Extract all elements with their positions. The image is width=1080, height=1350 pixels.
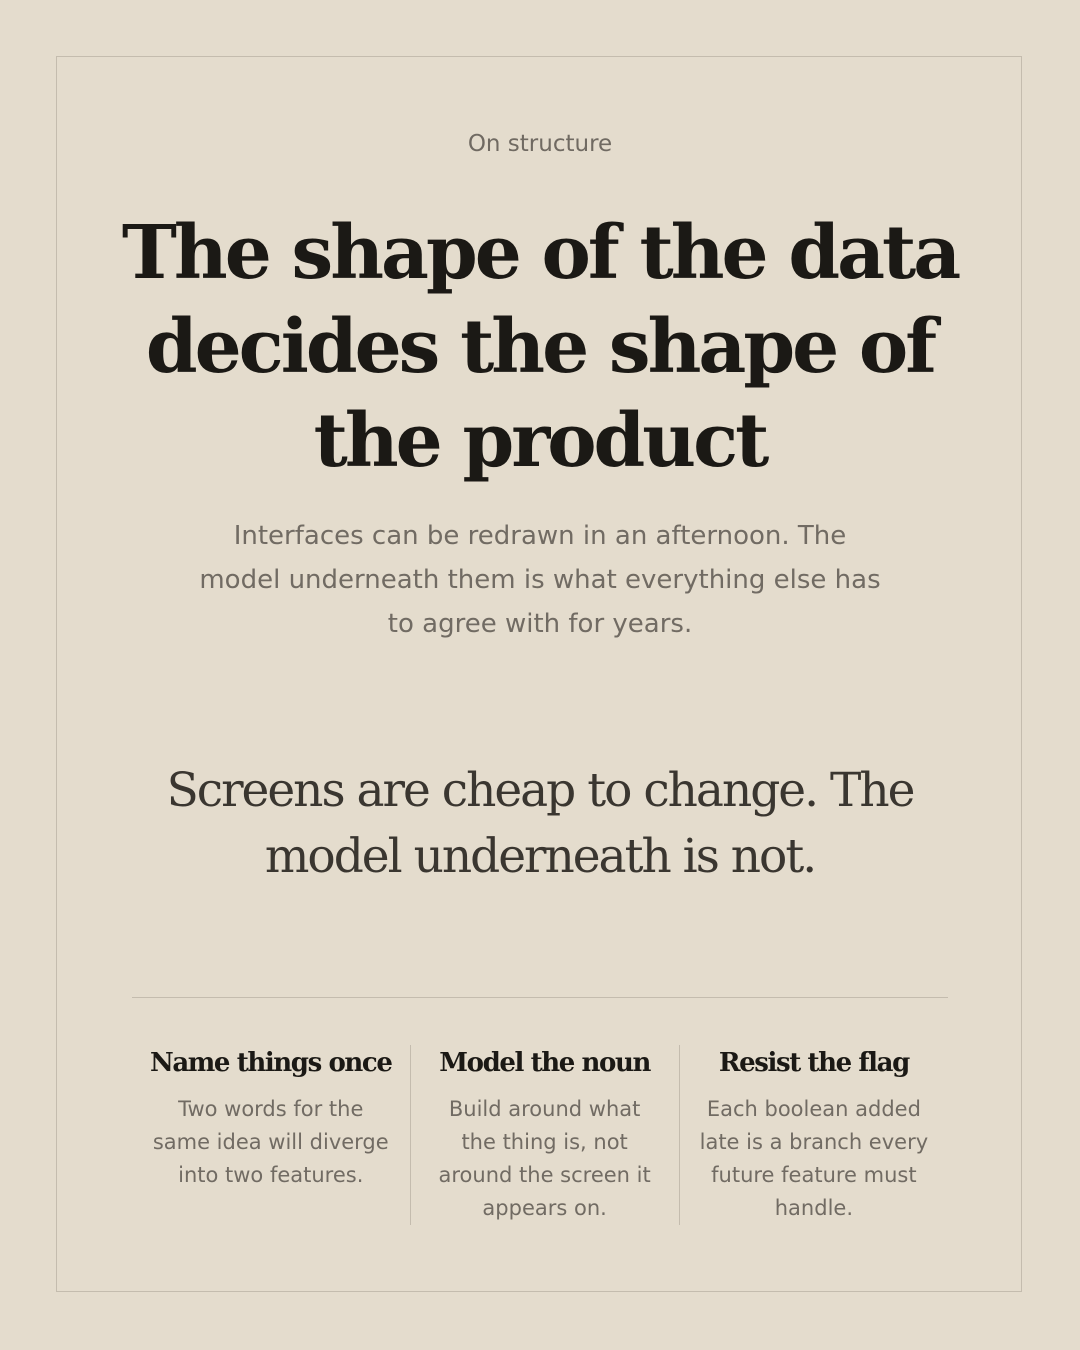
intro-paragraph: Interfaces can be redrawn in an afternoo… xyxy=(199,521,881,639)
page-frame xyxy=(56,56,1022,1292)
principle-title: Resist the flag xyxy=(718,1048,910,1078)
principle-body: Two words for the same idea will diverge… xyxy=(152,1097,389,1187)
principle-column: Name things once Two words for the same … xyxy=(132,1045,410,1225)
headline: The shape of the data decides the shape … xyxy=(121,210,961,484)
pull-quote: Screens are cheap to change. The model u… xyxy=(166,763,916,884)
principle-body: Each boolean added late is a branch ever… xyxy=(699,1097,929,1220)
principle-column: Model the noun Build around what the thi… xyxy=(409,1045,679,1225)
principle-title: Name things once xyxy=(150,1048,393,1078)
kicker-label: On structure xyxy=(467,131,613,157)
principle-column: Resist the flag Each boolean added late … xyxy=(678,1045,948,1225)
principle-body: Build around what the thing is, not arou… xyxy=(438,1097,651,1220)
principles-row: Name things once Two words for the same … xyxy=(132,1045,948,1225)
principle-title: Model the noun xyxy=(439,1048,651,1078)
section-divider xyxy=(132,997,948,998)
